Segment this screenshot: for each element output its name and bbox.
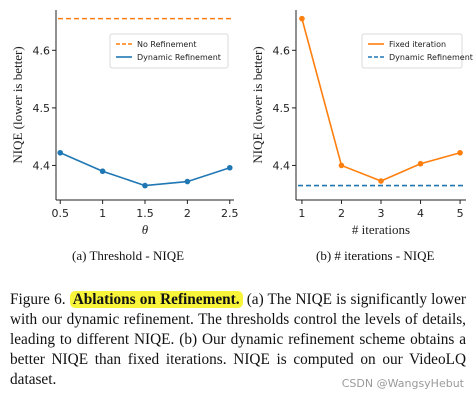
data-point <box>226 164 233 171</box>
x-tick-label: 1 <box>298 207 305 220</box>
chart-iterations: 4.4 4.5 4.6 1 2 3 4 5 # iterations NIQE (lower is… <box>250 10 473 237</box>
data-point <box>184 178 191 185</box>
x-tick-label: 5 <box>457 207 464 220</box>
y-tick-label: 4.6 <box>273 44 291 57</box>
legend-label: Dynamic Refinement <box>137 53 221 62</box>
x-tick-label: 2 <box>338 207 345 220</box>
data-point <box>457 149 463 156</box>
subcaption-a: (a) Threshold - NIQE <box>72 248 185 263</box>
y-tick-label: 4.6 <box>33 44 51 57</box>
x-tick-label: 3 <box>378 207 385 220</box>
x-axis-label: θ <box>142 222 149 237</box>
data-point <box>57 149 64 156</box>
y-tick-label: 4.4 <box>273 159 291 172</box>
y-axis-label: NIQE (lower is better) <box>10 46 25 163</box>
x-axis-label: # iterations <box>352 222 410 237</box>
x-tick-label: 1.5 <box>136 207 154 220</box>
x-tick-label: 0.5 <box>51 207 69 220</box>
chart-threshold: 4.4 4.5 4.6 0.5 1 1.5 2 2.5 θ NIQE (lower is bett… <box>10 10 239 237</box>
series-line-1 <box>59 152 231 187</box>
data-point <box>417 160 424 167</box>
watermark: CSDN @WangsyHebut <box>341 377 464 390</box>
y-tick-label: 4.5 <box>273 102 291 115</box>
caption-text: (a) The NIQE is significantly lower with… <box>10 291 466 388</box>
y-tick-label: 4.5 <box>33 102 51 115</box>
x-tick-label: 2 <box>184 207 191 220</box>
data-point <box>299 15 305 22</box>
y-axis-label: NIQE (lower is better) <box>250 46 265 163</box>
legend-label: Fixed iteration <box>389 40 446 49</box>
caption-highlight: Ablations on Refinement. <box>69 291 243 308</box>
figure-charts: 4.4 4.5 4.6 0.5 1 1.5 2 2.5 θ NIQE (lower is bett… <box>10 10 473 237</box>
x-tick-label: 4 <box>417 207 424 220</box>
data-point <box>99 168 106 175</box>
legend-box <box>361 33 463 69</box>
data-point <box>378 178 384 184</box>
legend-label: No Refinement <box>137 40 197 49</box>
y-tick-label: 4.4 <box>33 159 51 172</box>
data-point <box>142 182 148 189</box>
data-point <box>338 162 345 169</box>
x-tick-label: 1 <box>99 207 106 220</box>
subcaption-b: (b) # iterations - NIQE <box>316 248 435 263</box>
legend-box <box>109 33 229 69</box>
legend-label: Dynamic Refinement <box>389 53 473 62</box>
x-tick-label: 2.5 <box>221 207 239 220</box>
figure-caption: Figure 6. Ablations on Refinement. (a) T… <box>10 290 466 390</box>
caption-label: Figure 6. <box>10 291 66 308</box>
